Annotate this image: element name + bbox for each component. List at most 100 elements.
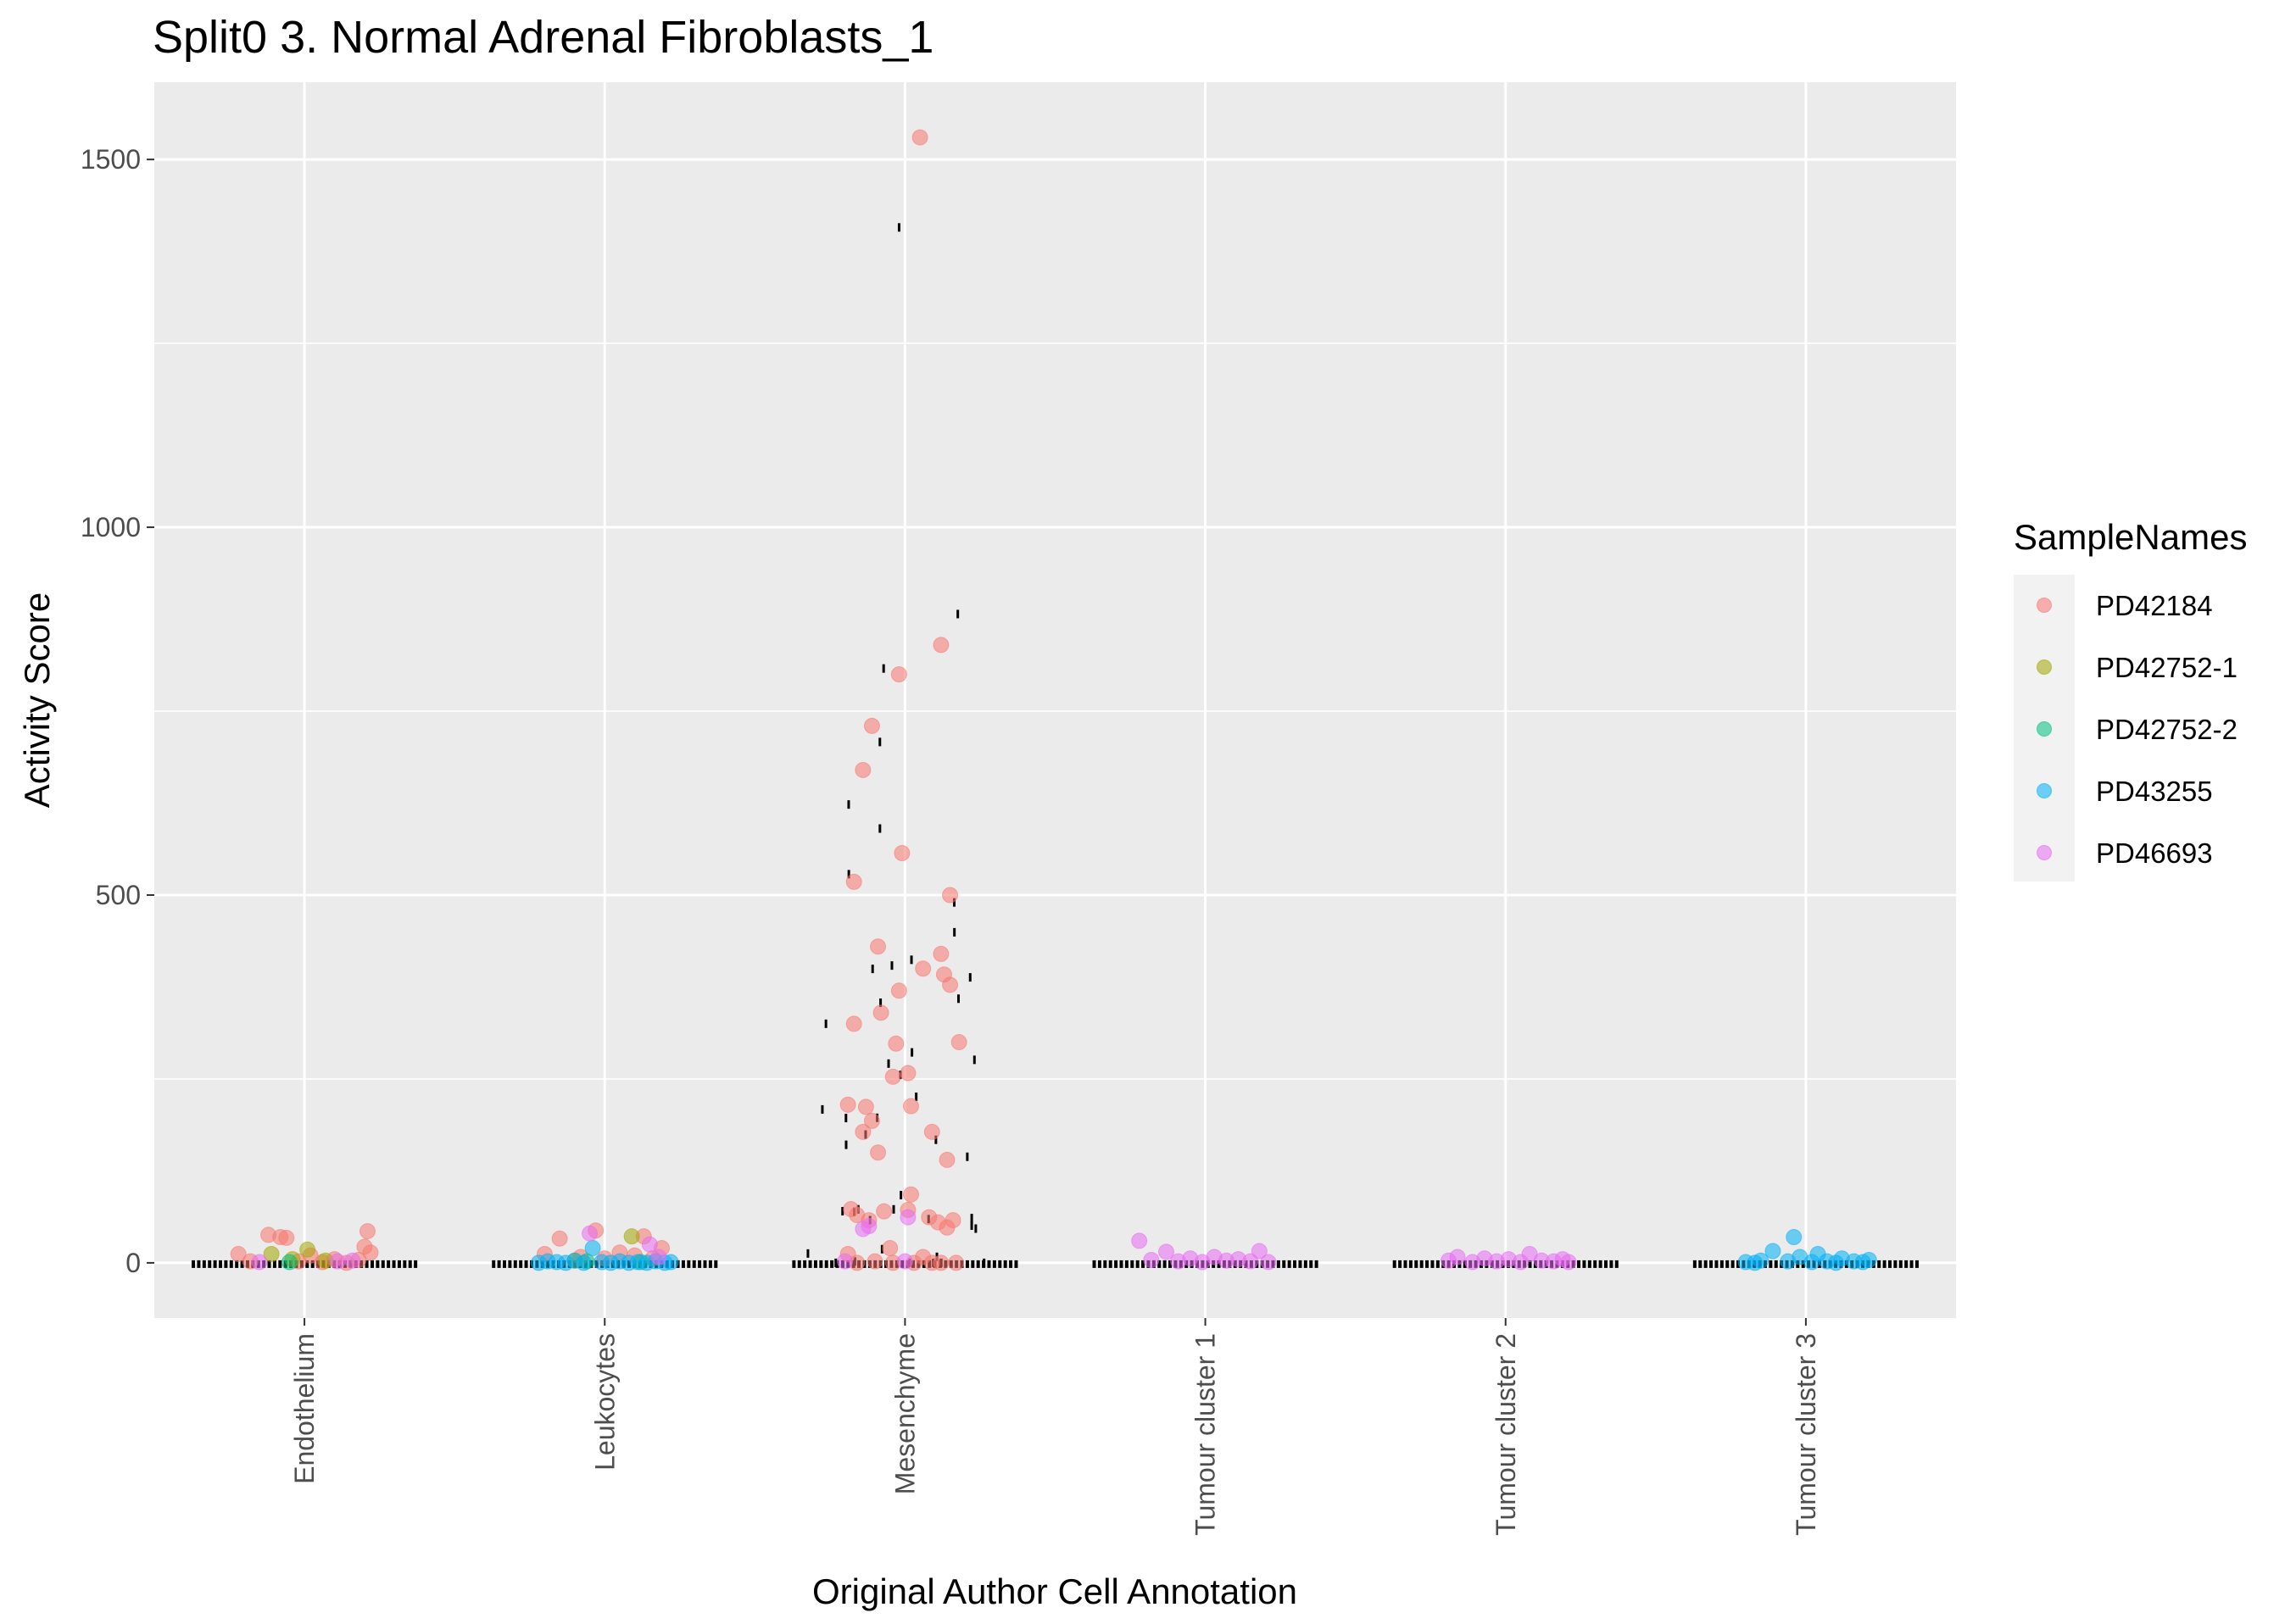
jitter-mark <box>972 1055 976 1065</box>
jitter-mark <box>970 1214 973 1223</box>
jitter-mark <box>1719 1260 1724 1268</box>
data-point <box>1560 1254 1577 1271</box>
jitter-mark <box>192 1260 196 1268</box>
jitter-mark <box>1430 1260 1435 1268</box>
jitter-mark <box>1403 1260 1407 1268</box>
legend-swatch <box>2037 598 2052 613</box>
jitter-mark <box>414 1260 418 1268</box>
jitter-mark <box>1598 1260 1602 1268</box>
jitter-mark <box>1877 1260 1881 1268</box>
jitter-mark <box>1887 1260 1892 1268</box>
data-point <box>882 1240 899 1257</box>
data-points <box>230 129 1877 1271</box>
jitter-mark <box>965 1260 969 1268</box>
legend-title: SampleNames <box>2014 517 2247 557</box>
jitter-mark <box>1898 1260 1903 1268</box>
data-point <box>911 129 928 146</box>
data-point <box>855 1123 872 1140</box>
jitter-mark <box>208 1260 212 1268</box>
jitter-mark <box>229 1260 233 1268</box>
data-point <box>359 1223 376 1240</box>
jitter-mark <box>397 1260 401 1268</box>
legend-swatch <box>2037 783 2052 798</box>
jitter-mark <box>1909 1260 1914 1268</box>
jitter-mark <box>1293 1260 1297 1268</box>
jitter-mark <box>1141 1260 1145 1268</box>
jitter-mark <box>983 1258 986 1267</box>
jitter-mark <box>1282 1260 1286 1268</box>
data-point <box>876 1203 893 1220</box>
data-point <box>584 1240 601 1257</box>
data-point <box>900 1065 917 1082</box>
jitter-mark <box>1314 1260 1318 1268</box>
jitter-mark <box>830 1260 834 1268</box>
jitter-mark <box>835 1260 839 1268</box>
jitter-mark <box>1609 1260 1613 1268</box>
jitter-mark <box>824 1260 828 1268</box>
jitter-mark <box>219 1260 223 1268</box>
jitter-mark <box>879 998 883 1008</box>
jitter-mark <box>819 1260 823 1268</box>
jitter-mark <box>911 1048 914 1057</box>
jitter-mark <box>1287 1260 1291 1268</box>
jitter-mark <box>305 1260 309 1268</box>
jitter-mark <box>1703 1260 1708 1268</box>
data-point <box>890 982 907 999</box>
jitter-mark <box>1914 1260 1919 1268</box>
jitter-mark <box>882 664 885 673</box>
data-point <box>884 1068 901 1085</box>
jitter-mark <box>1108 1260 1112 1268</box>
jitter-mark <box>806 1249 810 1258</box>
data-point <box>575 1254 592 1271</box>
jitter-mark <box>1276 1260 1280 1268</box>
data-point <box>867 1253 883 1270</box>
jitter-mark <box>376 1260 380 1268</box>
data-point <box>845 873 862 890</box>
legend-label: PD43255 <box>2096 776 2213 807</box>
jitter-mark <box>1769 1260 1773 1268</box>
jitter-mark <box>213 1260 217 1268</box>
jitter-mark <box>392 1260 396 1268</box>
data-point <box>933 637 950 653</box>
jitter-mark <box>681 1260 685 1268</box>
jitter-mark <box>370 1260 374 1268</box>
jitter-mark <box>844 1114 848 1123</box>
jitter-mark <box>1692 1260 1697 1268</box>
legend-swatch <box>2037 721 2052 737</box>
jitter-mark <box>792 1260 796 1268</box>
jitter-mark <box>1698 1260 1702 1268</box>
x-tick-label: Tumour cluster 3 <box>1791 1333 1821 1536</box>
data-point <box>894 845 911 862</box>
jitter-mark <box>1303 1260 1307 1268</box>
jitter-mark <box>821 1104 824 1114</box>
jitter-mark <box>240 1260 244 1268</box>
data-point <box>939 1219 956 1236</box>
data-point <box>1260 1254 1277 1271</box>
jitter-mark <box>952 898 956 907</box>
data-point <box>263 1245 280 1262</box>
jitter-mark <box>1130 1260 1134 1268</box>
jitter-mark <box>878 737 882 747</box>
jitter-mark <box>953 927 956 937</box>
data-point <box>903 1186 919 1203</box>
jitter-mark <box>1217 1260 1221 1268</box>
y-axis: 0 500 1000 1500 <box>81 144 154 1278</box>
jitter-mark <box>224 1260 228 1268</box>
jitter-mark <box>1009 1260 1013 1268</box>
jitter-mark <box>1157 1260 1162 1268</box>
data-point <box>362 1244 379 1261</box>
data-point <box>870 938 887 955</box>
data-point <box>855 761 872 778</box>
jitter-mark <box>970 1221 973 1230</box>
data-point <box>623 1228 640 1245</box>
jitter-mark <box>497 1260 501 1268</box>
data-point <box>942 887 959 904</box>
jitter-mark <box>992 1260 996 1268</box>
jitter-mark <box>987 1260 991 1268</box>
jitter-mark <box>910 955 913 965</box>
jitter-mark <box>387 1260 391 1268</box>
jitter-mark <box>976 1260 980 1268</box>
jitter-mark <box>824 1019 828 1028</box>
legend-label: PD42184 <box>2096 590 2213 621</box>
data-point <box>1786 1229 1803 1246</box>
